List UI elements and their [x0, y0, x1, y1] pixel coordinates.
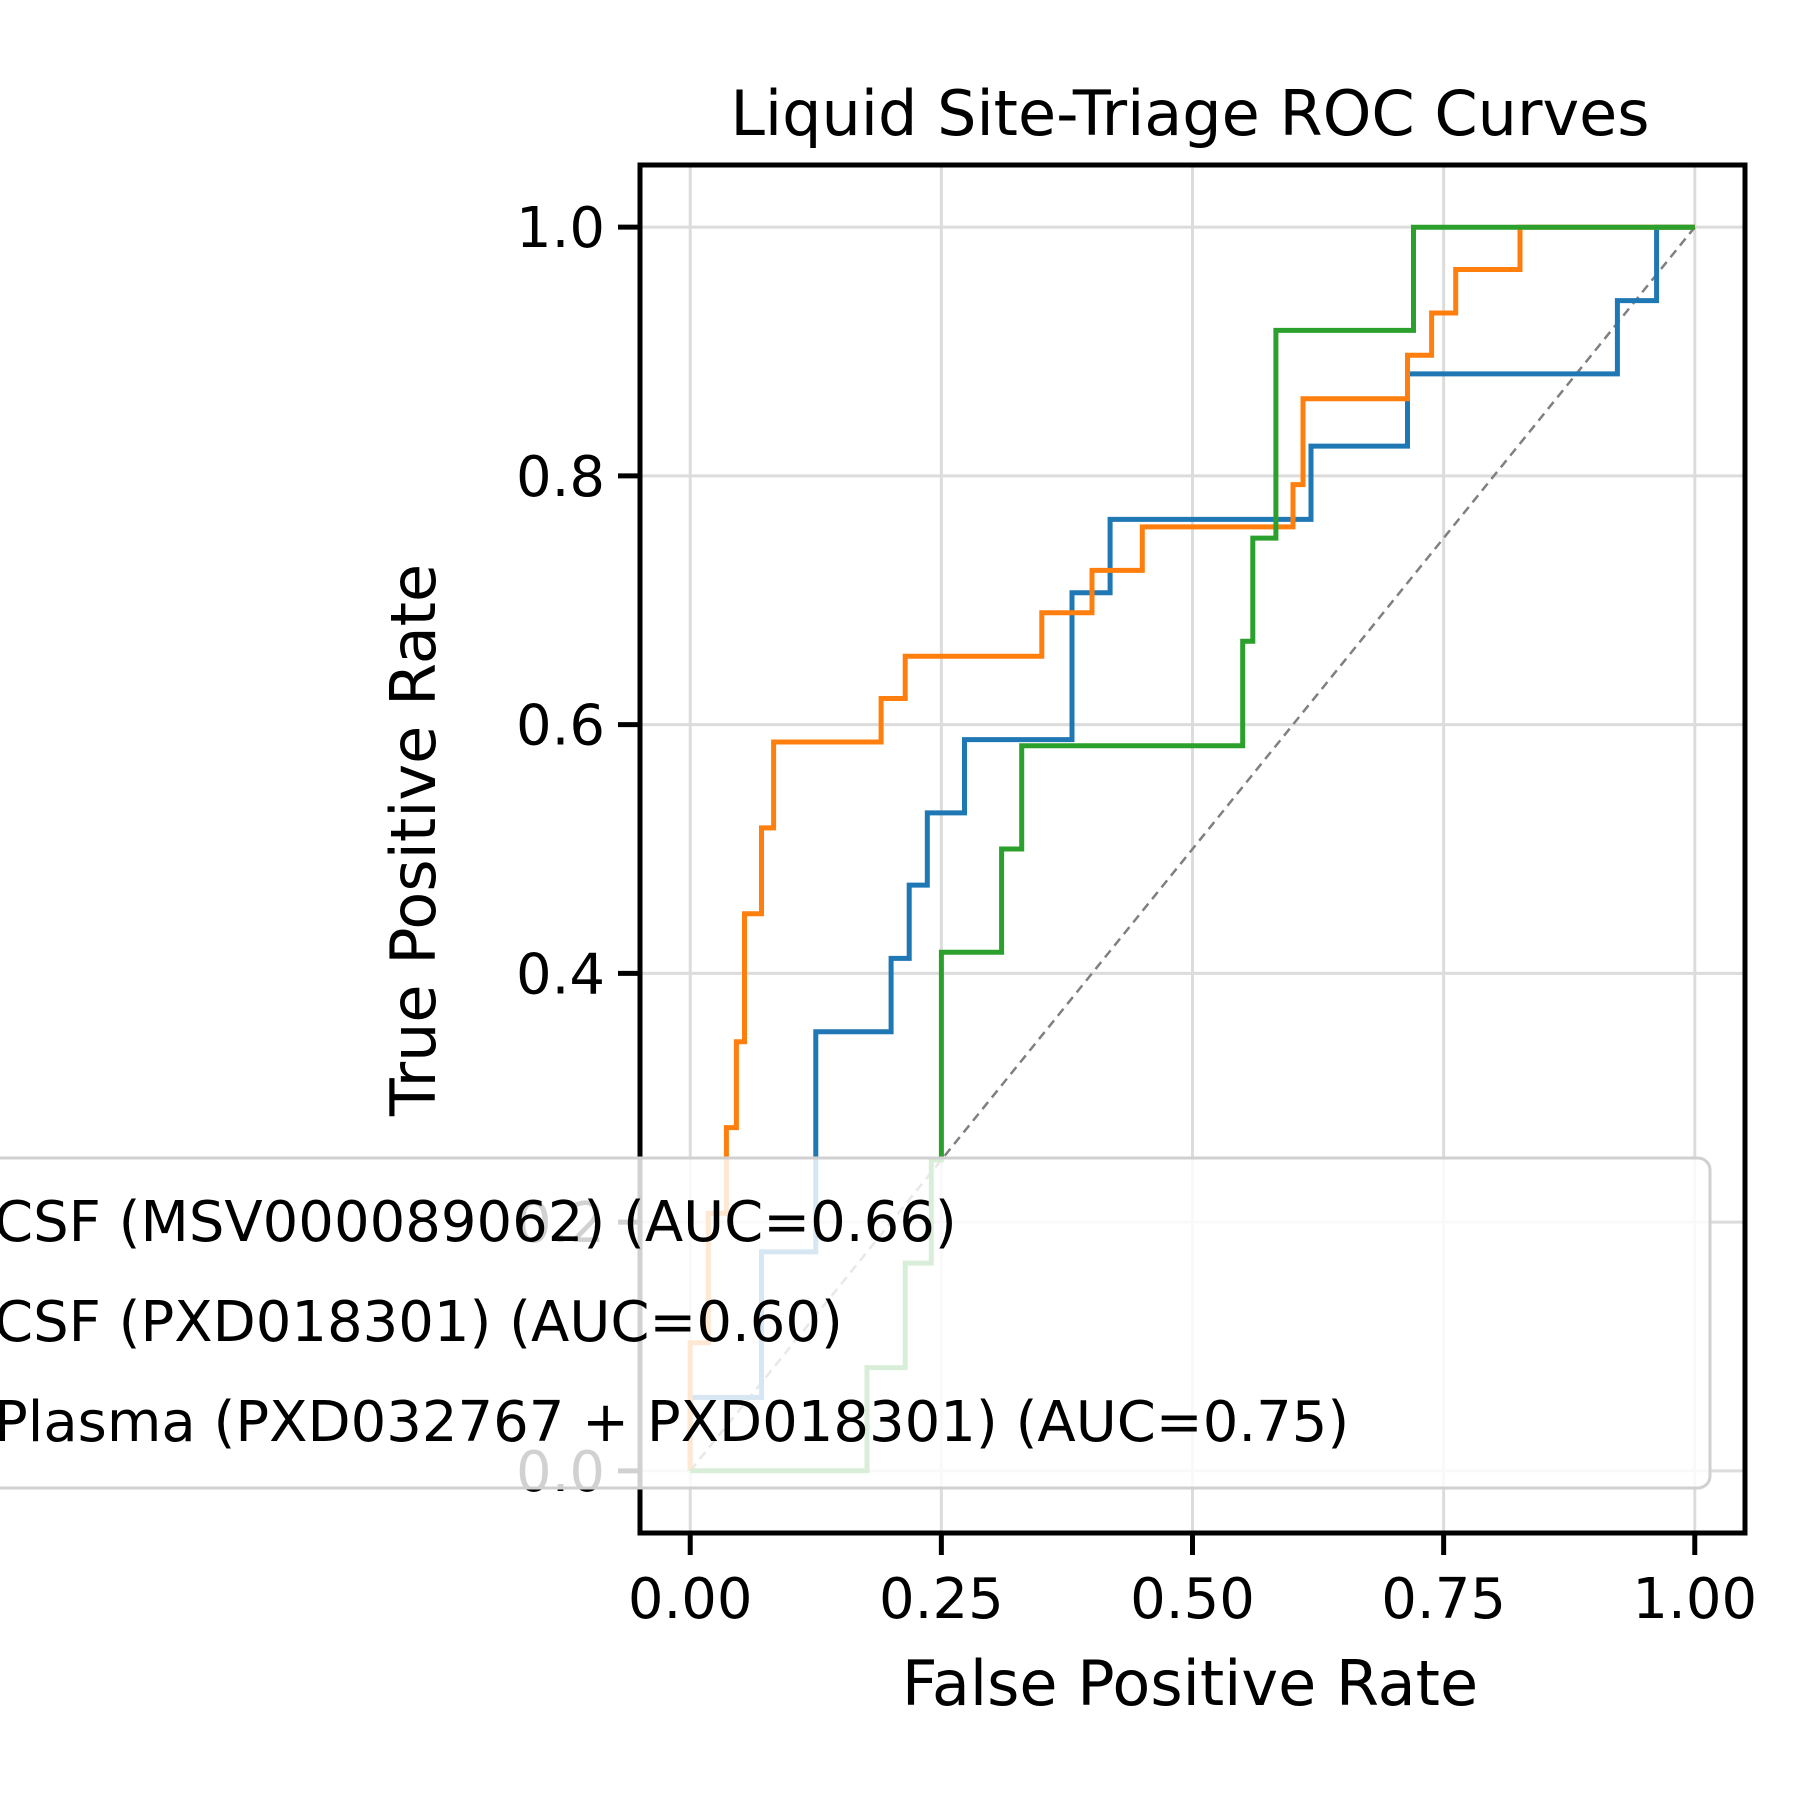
chance-reference-line [689, 226, 1696, 1472]
x-tick-label-0: 0.00 [628, 1567, 753, 1632]
x-axis-ticks: 0.00 0.25 0.50 0.75 1.00 [628, 1533, 1757, 1632]
x-tick-label-2: 0.50 [1130, 1567, 1255, 1632]
x-axis-label: False Positive Rate [902, 1647, 1478, 1720]
legend: CSF (MSV000089062) (AUC=0.66) CSF (PXD018… [0, 1156, 1712, 1490]
y-tick-label-5: 1.0 [516, 196, 605, 261]
x-tick-label-3: 0.75 [1381, 1567, 1506, 1632]
legend-entry-2: CSF (PXD018301) (AUC=0.60) [0, 1290, 843, 1355]
y-tick-label-4: 0.8 [516, 445, 605, 510]
y-tick-label-2: 0.4 [516, 942, 605, 1007]
chart-title: Liquid Site-Triage ROC Curves [730, 77, 1649, 150]
y-tick-label-3: 0.6 [516, 694, 605, 759]
y-axis-label: True Positive Rate [377, 564, 450, 1117]
reference-line-group [689, 226, 1696, 1472]
legend-entry-3: Plasma (PXD032767 + PXD018301) (AUC=0.75… [0, 1390, 1349, 1455]
roc-series-line-2 [687, 224, 1695, 1471]
x-tick-label-1: 0.25 [879, 1567, 1004, 1632]
x-tick-label-4: 1.00 [1632, 1567, 1757, 1632]
legend-entry-1: CSF (MSV000089062) (AUC=0.66) [0, 1190, 957, 1255]
legend-box [0, 1156, 1712, 1490]
